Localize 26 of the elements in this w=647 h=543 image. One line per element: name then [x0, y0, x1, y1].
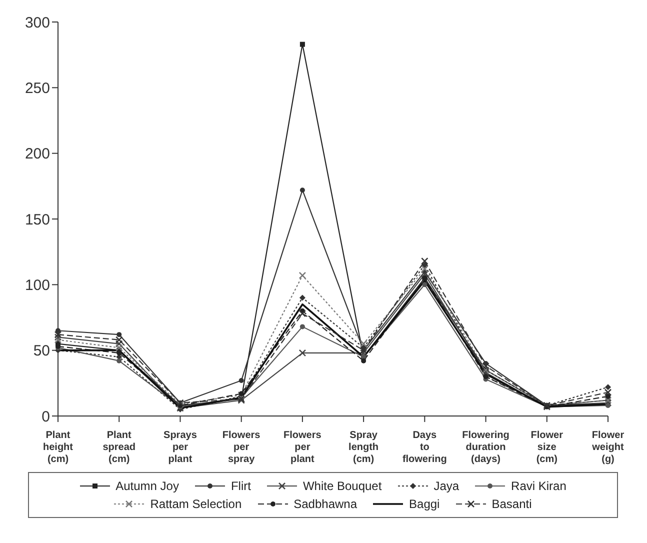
x-tick-label: Sprays per plant	[164, 430, 198, 465]
x-tick-label: Flowers per plant	[284, 430, 322, 465]
legend-label: White Bouquet	[302, 479, 382, 493]
y-tick-label: 200	[24, 146, 50, 163]
x-tick-label: Flower size (cm)	[530, 430, 564, 465]
x-tick-label: Flowers per spray	[222, 430, 261, 465]
legend-label: Jaya	[434, 479, 460, 493]
legend-label: Autumn Joy	[116, 479, 179, 493]
y-tick-label: 150	[24, 211, 50, 228]
x-tick-label: Spray length (cm)	[348, 430, 379, 465]
legend-label: Baggi	[409, 497, 440, 511]
y-tick-label: 100	[24, 276, 50, 294]
y-tick-label: 250	[24, 80, 50, 97]
y-tick-label: 0	[42, 408, 50, 426]
legend-label: Basanti	[492, 497, 532, 511]
y-tick-label: 300	[24, 14, 50, 32]
legend-label: Flirt	[230, 479, 251, 493]
x-tick-label: Plant height (cm)	[43, 430, 74, 465]
legend-label: Ravi Kiran	[511, 479, 566, 493]
x-tick-label: Flowering duration (days)	[462, 430, 510, 465]
y-tick-label: 50	[33, 342, 50, 360]
legend-label: Rattam Selection	[150, 497, 242, 511]
legend-label: Sadbhawna	[294, 497, 358, 511]
x-tick-label: Plant spread (cm)	[102, 430, 136, 465]
x-tick-label: Flower weight (g)	[591, 430, 624, 465]
x-tick-label: Days to flowering	[402, 430, 447, 465]
